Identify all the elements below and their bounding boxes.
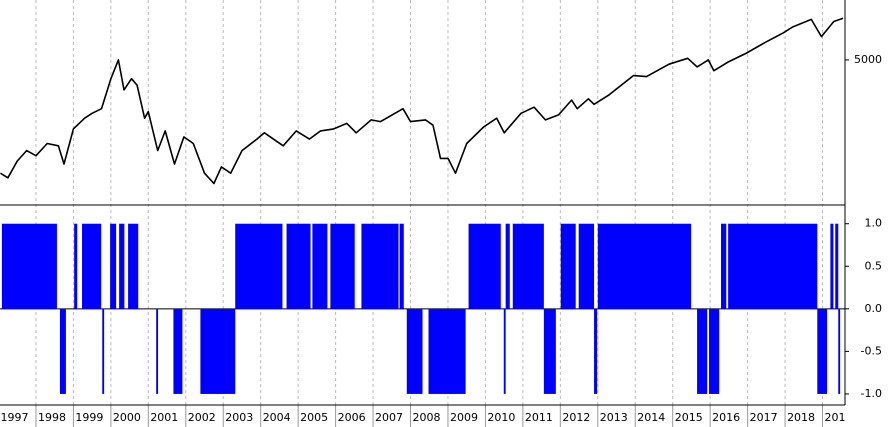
signal-bar [835,223,839,309]
x-tick-label: 2009 [450,411,478,424]
signal-bar [59,308,66,394]
x-tick-label: 2011 [525,411,553,424]
y-tick-label: 1.0 [865,217,883,230]
x-tick-label: 2007 [375,411,403,424]
x-tick-label: 2005 [300,411,328,424]
x-tick-label: 2014 [637,411,665,424]
y-tick-label: 0.0 [865,302,883,315]
x-tick-label: 2015 [675,411,703,424]
signal-bar [543,308,556,394]
x-tick-label: 2001 [150,411,178,424]
signal-bar [468,223,501,309]
signal-bar [74,223,78,309]
signal-bar [560,223,576,309]
signal-bar [173,308,183,394]
signal-bar [428,308,466,394]
signal-bar [330,223,355,309]
signal-bar [361,223,399,309]
x-tick-label: 2002 [188,411,216,424]
x-tick-label: 2003 [225,411,253,424]
y-tick-label: 5000 [854,53,882,66]
x-tick-label: 2006 [338,411,366,424]
signal-bar [838,308,841,394]
signal-bar [697,308,708,394]
signal-bar [503,308,506,394]
x-tick-label: 2018 [787,411,815,424]
x-tick-label: 2019 [825,411,853,424]
signal-bar [312,223,328,309]
x-tick-label: 2012 [562,411,590,424]
signal-bar [597,223,692,309]
y-tick-label: -0.5 [861,344,882,357]
signal-bar [102,308,105,394]
marks [0,17,844,394]
x-tick-label: 1999 [75,411,103,424]
signal-bar [817,308,828,394]
x-labels: 1997 1998 1999 2000 2001 2002 2003 2004 2005 2006… [1,411,853,424]
signal-bar [512,223,544,309]
y-tick-label: -1.0 [861,387,882,400]
signal-bar [110,223,117,309]
signal-bar [128,223,139,309]
x-tick-label: 2000 [113,411,141,424]
y-tick-label: 0.5 [865,259,883,272]
signal-bar [709,308,720,394]
signal-bar [505,223,510,309]
signal-bar [82,223,102,309]
signal-bar [200,308,236,394]
x-tick-label: 2017 [750,411,778,424]
signal-bar [235,223,283,309]
signal-bar [119,223,125,309]
signal-bar [594,308,598,394]
signal-bar [156,308,159,394]
signal-bar [1,223,57,309]
x-tick-label: 2004 [263,411,291,424]
x-tick-label: 1998 [38,411,66,424]
x-tick-label: 2016 [712,411,740,424]
signal-bar [721,223,727,309]
price-line [0,17,844,185]
x-tick-label: 2013 [600,411,628,424]
x-tick-label: 2008 [413,411,441,424]
signal-bar [286,223,311,309]
x-tick-label: 1997 [1,411,29,424]
signal-bar [406,308,423,394]
signal-bar [830,223,834,309]
x-tick-label: 2010 [487,411,515,424]
signal-bar [578,223,595,309]
signal-bar [728,223,818,309]
signal-bar [399,223,404,309]
